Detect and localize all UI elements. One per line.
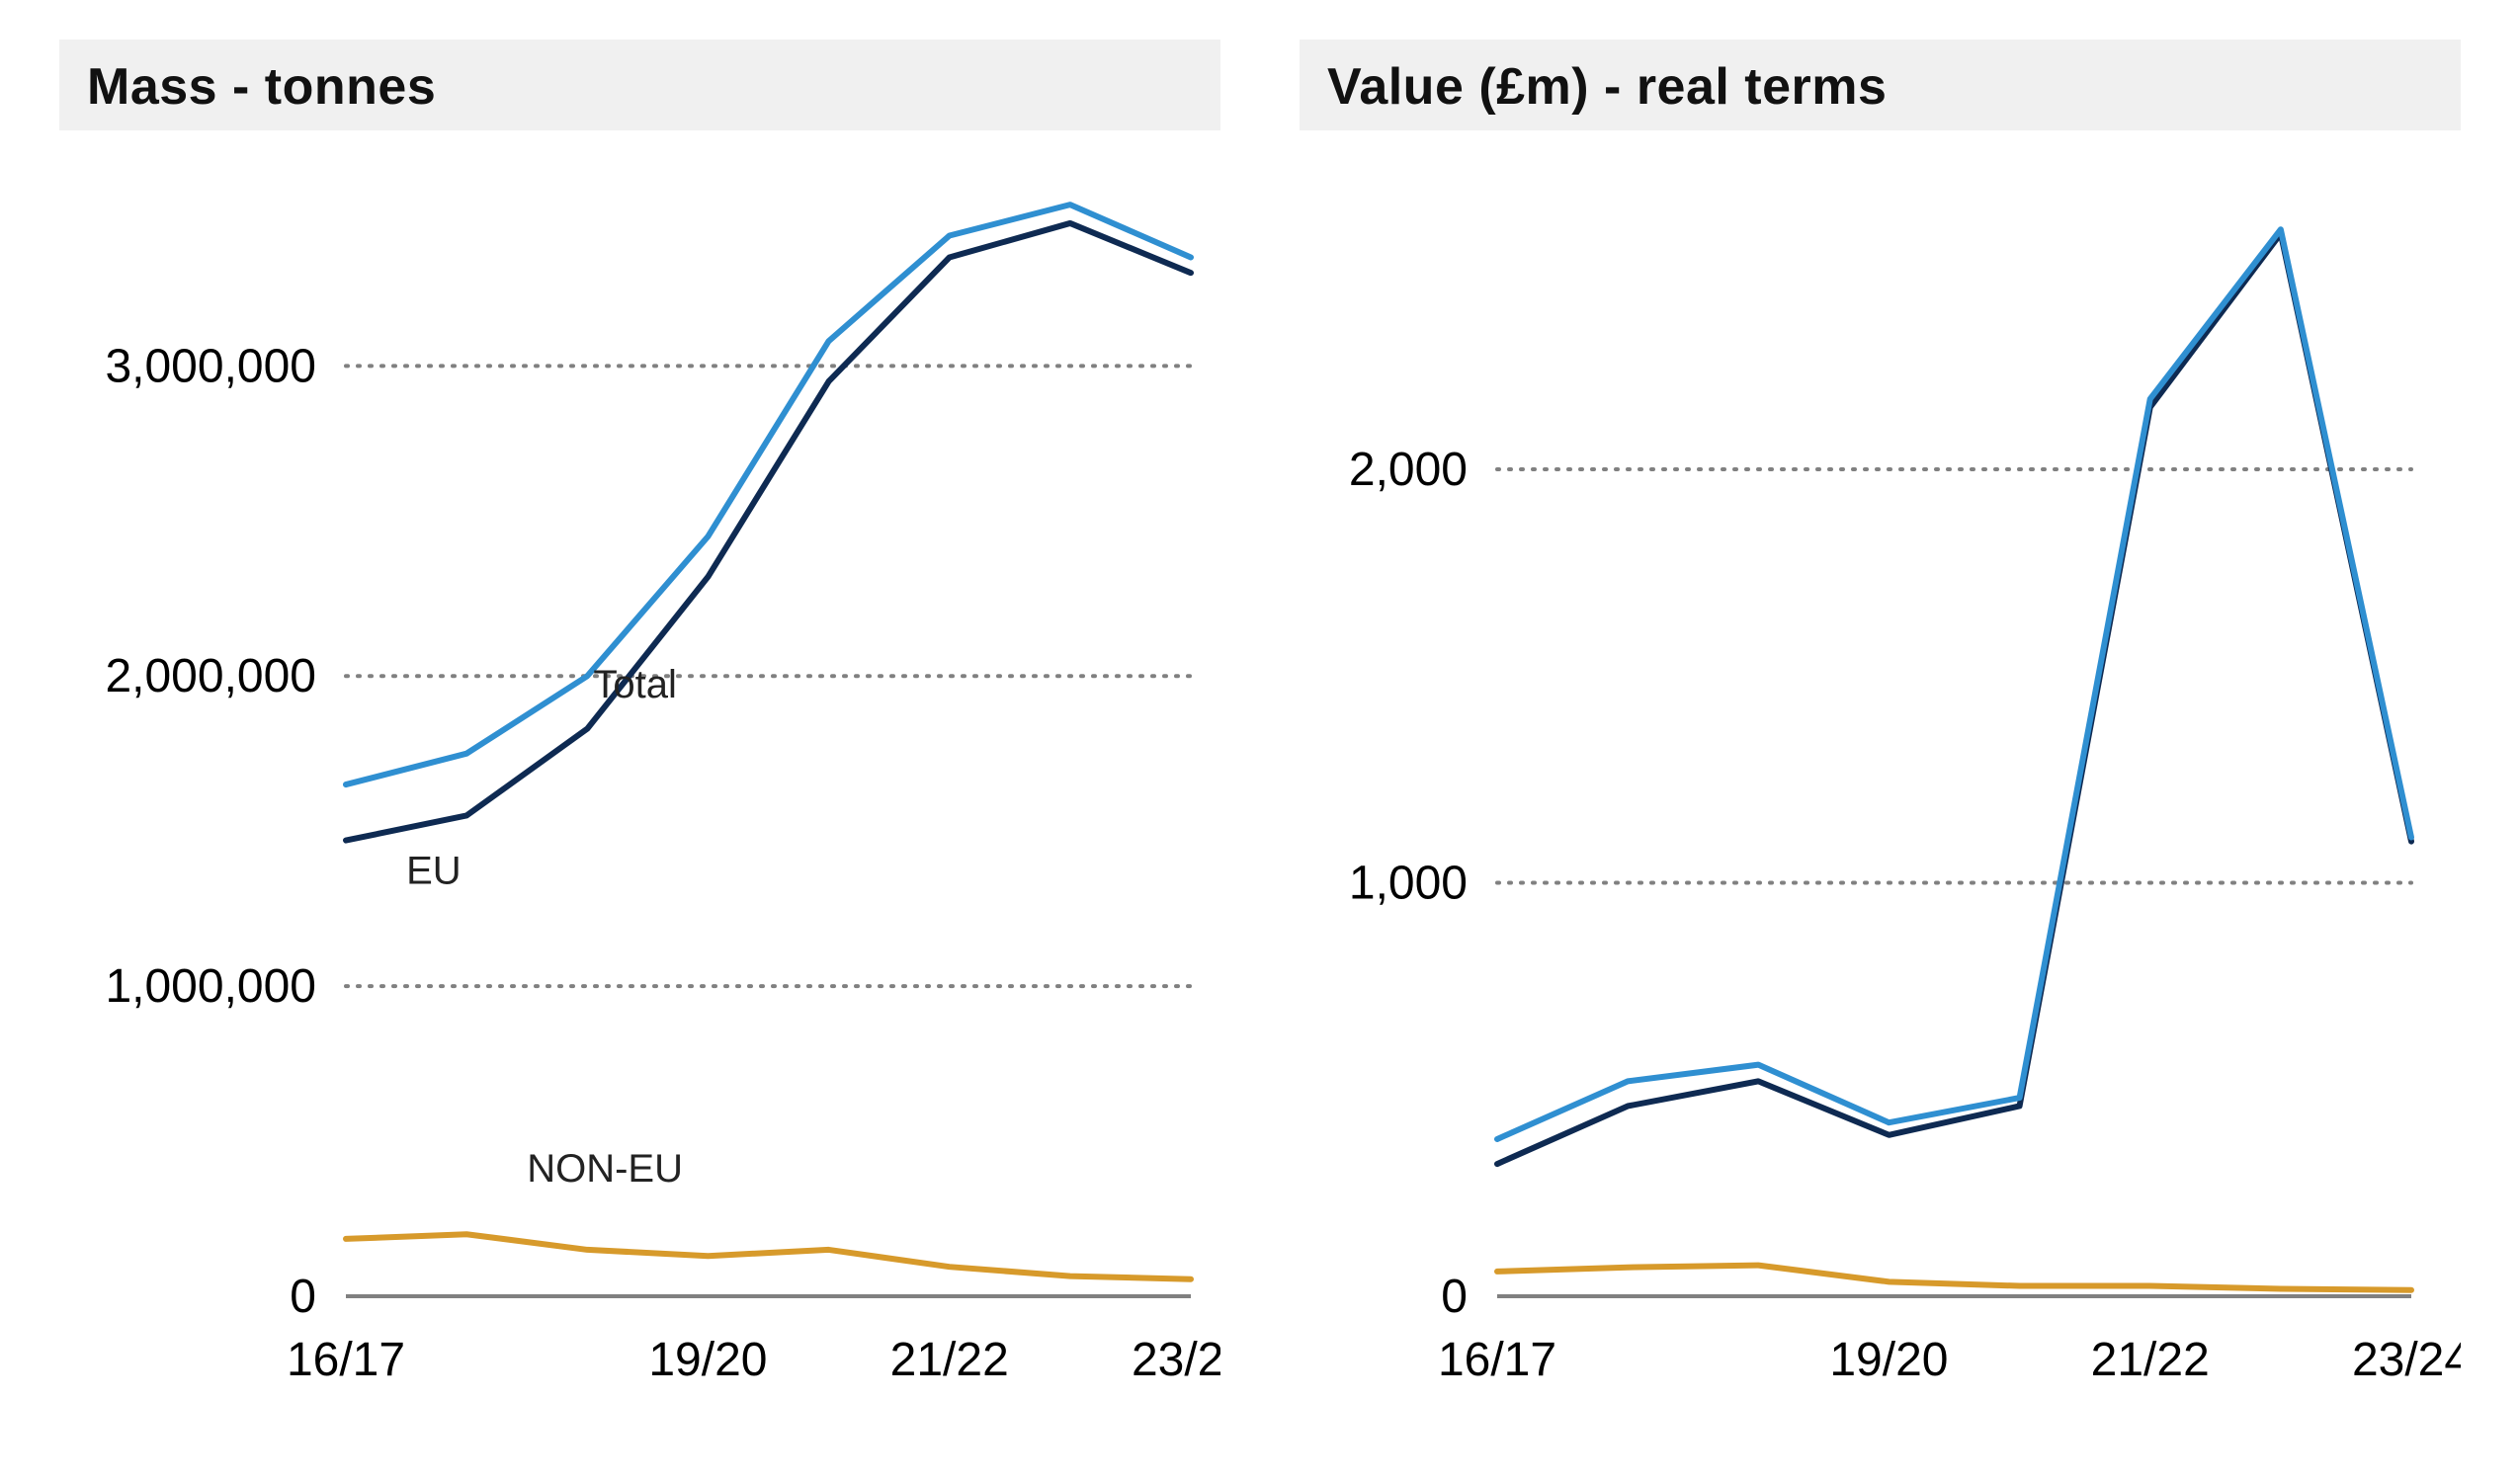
xtick-label: 19/20 [648,1334,767,1386]
chart-pair: Mass - tonnes 0 1,000,000 2,000,000 3,000,0… [0,0,2520,1482]
panel-value-title: Value (£m) - real terms [1300,40,2461,130]
ytick-label: 2,000 [1349,444,1468,496]
panel-value: Value (£m) - real terms 0 1,000 2,000 16/17… [1260,0,2520,1482]
xtick-label: 23/24 [1132,1334,1220,1386]
panel-mass-title: Mass - tonnes [59,40,1220,130]
ytick-label: 2,000,000 [105,650,316,702]
series-total [346,205,1191,784]
xtick-label: 23/24 [2352,1334,2461,1386]
chart-mass: 0 1,000,000 2,000,000 3,000,000 Total EU NON-E… [59,130,1220,1415]
xtick-label: 16/17 [287,1334,405,1386]
ytick-label: 0 [290,1271,316,1323]
series-non_eu [346,1234,1191,1279]
series-non_eu [1497,1266,2411,1290]
ytick-label: 3,000,000 [105,340,316,392]
xtick-label: 16/17 [1438,1334,1556,1386]
gridlines: 0 1,000 2,000 [1349,444,2411,1323]
ytick-label: 1,000 [1349,857,1468,909]
ytick-label: 1,000,000 [105,960,316,1013]
xtick-label: 21/22 [2091,1334,2210,1386]
series-label-non_eu: NON-EU [527,1147,683,1191]
series-label-eu: EU [406,850,462,893]
xtick-label: 21/22 [890,1334,1009,1386]
ytick-label: 0 [1441,1271,1468,1323]
chart-value: 0 1,000 2,000 16/17 19/20 21/22 23/24 [1300,130,2461,1415]
series-total [1497,229,2411,1139]
series-eu [1497,233,2411,1164]
panel-mass: Mass - tonnes 0 1,000,000 2,000,000 3,000,0… [0,0,1260,1482]
series-label-total: Total [593,663,677,706]
xtick-label: 19/20 [1829,1334,1948,1386]
